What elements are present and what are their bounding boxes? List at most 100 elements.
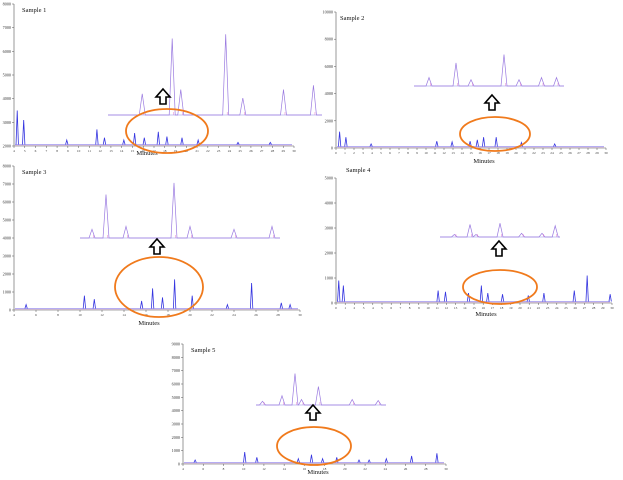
- x-tick-label: 2: [354, 306, 356, 310]
- peak: [475, 139, 479, 147]
- y-tick-label: 7000: [3, 25, 11, 30]
- x-tick-label: 24: [384, 467, 388, 471]
- x-tick-label: 24: [550, 151, 554, 155]
- x-tick-label: 17: [487, 151, 491, 155]
- x-tick-label: 4: [13, 313, 15, 317]
- x-tick-label: 30: [298, 313, 302, 317]
- y-tick-label: 0: [9, 308, 11, 313]
- x-tick-label: 1: [344, 151, 346, 155]
- x-tick-label: 6: [390, 306, 392, 310]
- peak: [384, 457, 388, 463]
- x-tick-label: 9: [418, 306, 420, 310]
- y-tick-label: 3000: [3, 120, 11, 125]
- x-tick-label: 5: [380, 151, 382, 155]
- peak: [435, 141, 439, 147]
- x-tick-label: 15: [472, 306, 476, 310]
- y-tick-label: 7000: [172, 368, 180, 373]
- x-tick-label: 30: [292, 149, 296, 153]
- x-tick-label: 8: [57, 313, 59, 317]
- y-tick-label: 8000: [172, 355, 180, 360]
- y-tick-label: 4000: [3, 236, 11, 241]
- x-tick-label: 26: [249, 149, 253, 153]
- x-axis-label: Minutes: [307, 469, 329, 476]
- peak: [494, 137, 498, 147]
- x-tick-label: 13: [454, 306, 458, 310]
- x-tick-label: 6: [35, 313, 37, 317]
- y-tick-label: 3000: [3, 254, 11, 259]
- x-tick-label: 24: [232, 313, 236, 317]
- x-tick-label: 12: [100, 313, 104, 317]
- peak: [585, 275, 589, 302]
- panel-title: Sample 5: [191, 347, 215, 354]
- inset-trace: [80, 182, 280, 239]
- peak: [140, 300, 144, 309]
- peak: [156, 131, 160, 145]
- x-tick-label: 16: [482, 306, 486, 310]
- x-tick-label: 18: [163, 149, 167, 153]
- peak: [133, 132, 137, 145]
- x-tick-label: 26: [574, 306, 578, 310]
- peak: [296, 457, 300, 463]
- x-tick-label: 21: [528, 306, 532, 310]
- x-tick-label: 27: [577, 151, 581, 155]
- peak: [357, 459, 361, 463]
- x-tick-label: 9: [67, 149, 69, 153]
- x-axis-label: Minutes: [138, 320, 160, 327]
- x-tick-label: 30: [444, 467, 448, 471]
- peak: [22, 119, 26, 145]
- x-tick-label: 19: [174, 149, 178, 153]
- x-tick-label: 7: [398, 151, 400, 155]
- y-tick-label: 7000: [3, 182, 11, 187]
- highlight-ellipse: [462, 269, 538, 305]
- y-tick-label: 0: [331, 146, 333, 151]
- highlight-ellipse: [459, 116, 531, 152]
- x-tick-label: 11: [436, 306, 440, 310]
- x-tick-label: 10: [77, 149, 81, 153]
- x-tick-label: 20: [514, 151, 518, 155]
- x-tick-label: 4: [182, 467, 184, 471]
- x-axis-label: Minutes: [473, 158, 495, 165]
- peak: [236, 141, 240, 145]
- x-tick-label: 15: [469, 151, 473, 155]
- peak: [268, 141, 272, 145]
- y-tick-label: 5000: [172, 395, 180, 400]
- peak: [367, 459, 371, 463]
- peak: [92, 299, 96, 309]
- peak: [102, 137, 107, 145]
- y-tick-label: 3000: [172, 422, 180, 427]
- x-tick-label: 20: [343, 467, 347, 471]
- x-tick-label: 4: [372, 306, 374, 310]
- y-tick-label: 2000: [3, 144, 11, 149]
- highlight-ellipse: [276, 426, 352, 466]
- peak: [160, 297, 165, 309]
- x-tick-label: 14: [122, 313, 126, 317]
- x-tick-label: 20: [518, 306, 522, 310]
- peak: [450, 140, 454, 147]
- zoom-arrow-icon: [304, 403, 322, 421]
- chromatogram-panel-3: Sample 3 0 1000 2000 3000 4000 5000 6000 7000 800…: [3, 164, 302, 328]
- x-tick-label: 19: [505, 151, 509, 155]
- x-tick-label: 17: [152, 149, 156, 153]
- x-tick-label: 4: [13, 149, 15, 153]
- y-tick-label: 9000: [172, 342, 180, 347]
- x-tick-label: 4: [371, 151, 373, 155]
- peak: [95, 129, 99, 145]
- x-tick-label: 26: [568, 151, 572, 155]
- peak: [608, 294, 612, 302]
- x-tick-label: 8: [223, 467, 225, 471]
- x-tick-label: 28: [586, 151, 590, 155]
- y-tick-label: 1000: [325, 276, 333, 281]
- x-tick-label: 25: [564, 306, 568, 310]
- peak: [165, 136, 169, 145]
- peak: [255, 457, 259, 463]
- x-tick-label: 7: [45, 149, 47, 153]
- peak: [82, 295, 86, 309]
- peak: [243, 451, 247, 463]
- x-tick-label: 18: [496, 151, 500, 155]
- x-tick-label: 24: [555, 306, 559, 310]
- x-tick-label: 16: [142, 149, 146, 153]
- peak: [338, 131, 342, 147]
- x-tick-label: 2: [353, 151, 355, 155]
